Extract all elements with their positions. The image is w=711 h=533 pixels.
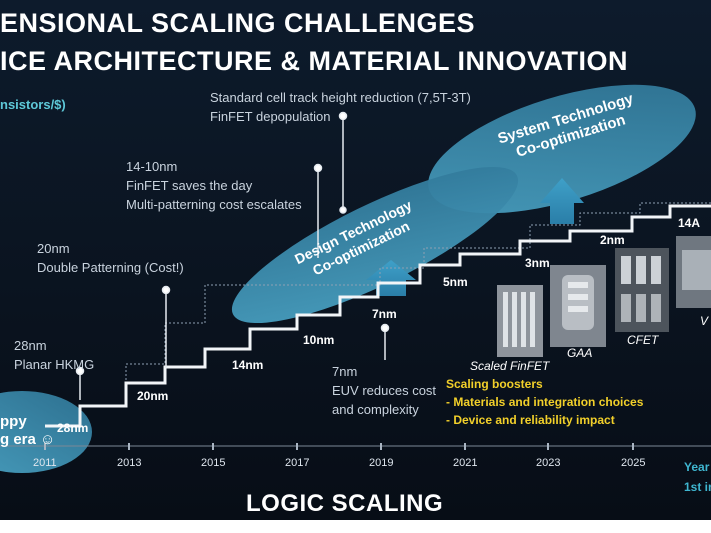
footer-title: LOGIC SCALING <box>246 490 444 517</box>
year-label: 2015 <box>201 457 226 469</box>
year-label: 2019 <box>369 457 394 469</box>
year-label: 2025 <box>621 457 646 469</box>
gaa-label: GAA <box>567 346 593 360</box>
annotation-double-patterning: 20nm Double Patterning (Cost!) <box>37 241 184 275</box>
node-label: 20nm <box>137 389 169 403</box>
year-label: 2017 <box>285 457 310 469</box>
vt-image <box>676 236 711 308</box>
happy-era-label: ppy g era ☺ <box>0 413 56 448</box>
scaled-finfet-label: Scaled FinFET <box>470 359 550 373</box>
node-label: 7nm <box>372 307 397 321</box>
title-line-1: ENSIONAL SCALING CHALLENGES <box>0 8 476 38</box>
node-label: 10nm <box>303 333 335 347</box>
node-label: 28nm <box>57 421 89 435</box>
annotation-euv: 7nm EUV reduces cost and complexity <box>332 364 437 417</box>
year-label: 2011 <box>33 457 57 469</box>
slide: ENSIONAL SCALING CHALLENGES ICE ARCHITEC… <box>0 0 711 520</box>
title-line-2: ICE ARCHITECTURE & MATERIAL INNOVATION <box>0 46 628 76</box>
cfet-image <box>615 248 669 332</box>
annotation-finfet: 14-10nm FinFET saves the day Multi-pattern… <box>126 159 302 212</box>
cfet-label: CFET <box>627 333 659 347</box>
node-label: 14nm <box>232 358 264 372</box>
roadmap-dotted-steps <box>80 202 711 407</box>
year-label: 2013 <box>117 457 142 469</box>
node-label: 5nm <box>443 275 468 289</box>
y-axis-label: nsistors/$) <box>0 97 66 112</box>
gaa-image <box>550 265 606 347</box>
node-label: 3nm <box>525 256 550 270</box>
roadmap-staircase <box>45 204 711 428</box>
scaling-boosters: Scaling boosters - Materials and integra… <box>446 377 644 427</box>
annotation-cell-track: Standard cell track height reduction (7,… <box>210 90 471 124</box>
vt-label: V <box>700 314 709 328</box>
node-label: 2nm <box>600 233 625 247</box>
happy-era-oval <box>0 391 92 473</box>
up-arrow-icon <box>540 178 584 224</box>
year-label: 2021 <box>453 457 478 469</box>
design-technology-oval <box>231 166 519 324</box>
node-label: 14A <box>678 216 701 230</box>
background-graphics <box>0 84 711 473</box>
year-label: 2023 <box>536 457 561 469</box>
annotation-planar-hkmg: 28nm Planar HKMG <box>14 338 95 372</box>
scaled-finfet-image <box>497 285 543 357</box>
